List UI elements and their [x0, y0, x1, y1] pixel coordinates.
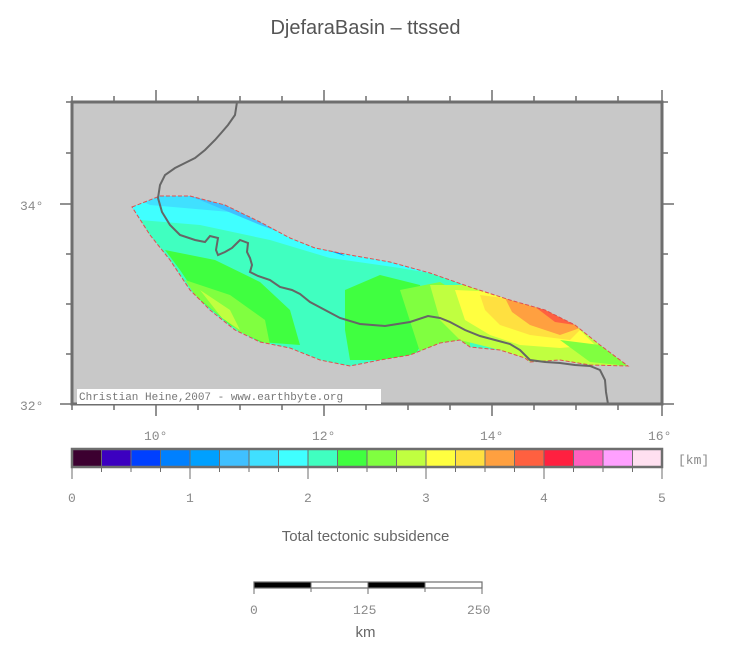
lon-label-16: 16° — [648, 429, 671, 444]
credit-text: Christian Heine,2007 - www.earthbyte.org — [79, 392, 343, 404]
colorbar-swatch — [248, 448, 279, 468]
colorbar-tick-2: 2 — [304, 491, 312, 506]
colorbar-tick-0: 0 — [68, 491, 76, 506]
colorbar-swatch — [130, 448, 161, 468]
map-panel — [70, 100, 664, 406]
colorbar-tick-5: 5 — [658, 491, 666, 506]
colorbar-swatch — [514, 448, 545, 468]
scale-label-0: 0 — [250, 603, 258, 618]
scale-bar: 0 125 250 — [250, 581, 490, 618]
colorbar-unit: [km] — [678, 453, 709, 468]
lon-label-12: 12° — [312, 429, 335, 444]
credit-box — [77, 389, 381, 404]
lon-label-10: 10° — [144, 429, 167, 444]
colorbar-title: Total tectonic subsidence — [281, 528, 450, 545]
scale-unit: km — [355, 624, 376, 641]
coastline — [156, 101, 609, 405]
colorbar-swatch — [396, 448, 427, 468]
lat-label-32: 32° — [20, 399, 43, 414]
axis-ticks — [60, 90, 674, 416]
colorbar-tick-3: 3 — [422, 491, 430, 506]
colorbar-swatch — [455, 448, 486, 468]
map-title: DjefaraBasin – ttssed — [270, 17, 461, 39]
colorbar-swatch — [543, 448, 574, 468]
lon-label-14: 14° — [480, 429, 503, 444]
colorbar-swatch — [484, 448, 515, 468]
colorbar-swatch — [160, 448, 191, 468]
colorbar-swatch — [573, 448, 604, 468]
colorbar-swatch — [189, 448, 220, 468]
colorbar-tick-1: 1 — [186, 491, 194, 506]
colorbar-swatch — [366, 448, 397, 468]
scale-label-125: 125 — [353, 603, 376, 618]
colorbar-swatch — [337, 448, 368, 468]
colorbar-swatch — [602, 448, 633, 468]
colorbar: [km] 0 1 2 3 4 5 — [68, 447, 709, 506]
lat-label-34: 34° — [20, 199, 43, 214]
colorbar-swatch — [71, 448, 102, 468]
colorbar-tick-4: 4 — [540, 491, 548, 506]
colorbar-swatch — [219, 448, 250, 468]
colorbar-swatch — [278, 448, 309, 468]
colorbar-swatch — [101, 448, 132, 468]
colorbar-swatch — [307, 448, 338, 468]
scale-label-250: 250 — [467, 603, 490, 618]
colorbar-swatch — [425, 448, 456, 468]
colorbar-swatch — [632, 448, 663, 468]
